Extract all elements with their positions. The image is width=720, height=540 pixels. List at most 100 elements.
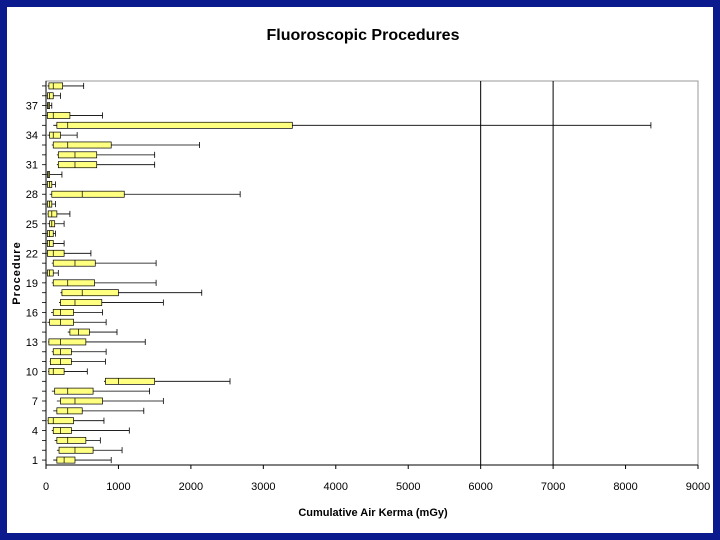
y-tick-label: 13 <box>26 337 38 349</box>
box-iqr <box>49 220 56 228</box>
box-iqr <box>47 230 54 238</box>
box-procedure-12 <box>51 348 107 356</box>
y-tick-label: 31 <box>26 160 38 172</box>
box-procedure-18 <box>60 289 203 297</box>
box-procedure-1 <box>53 456 112 464</box>
box-iqr <box>54 387 94 395</box>
box-iqr <box>47 102 50 110</box>
box-procedure-25 <box>47 220 65 228</box>
box-procedure-16 <box>51 308 103 316</box>
box-iqr <box>61 289 119 297</box>
box-procedure-38 <box>46 92 61 100</box>
box-procedure-28 <box>49 190 241 198</box>
y-axis-label: Procedure <box>11 241 23 304</box>
box-procedure-8 <box>51 387 150 395</box>
x-tick-label: 4000 <box>324 481 348 493</box>
box-procedure-2 <box>56 446 123 454</box>
box-procedure-19 <box>51 279 157 287</box>
box-iqr <box>52 348 72 356</box>
box-iqr <box>56 407 83 415</box>
box-iqr <box>47 417 74 425</box>
box-iqr <box>58 446 94 454</box>
box-iqr <box>60 299 103 306</box>
box-iqr <box>56 456 76 464</box>
box-procedure-17 <box>59 299 164 306</box>
x-tick-label: 3000 <box>251 481 275 493</box>
box-iqr <box>49 131 61 139</box>
box-iqr <box>105 377 156 385</box>
box-procedure-26 <box>47 210 71 218</box>
plot-area <box>45 80 699 466</box>
box-procedure-21 <box>51 259 157 267</box>
box-procedure-23 <box>46 240 65 247</box>
box-series <box>46 82 652 464</box>
x-axis-ticks: 0 1000 2000 3000 4000 5000 6000 7000 8000 9000 <box>43 465 710 493</box>
box-iqr <box>52 427 72 434</box>
box-procedure-6 <box>53 407 145 415</box>
box-iqr <box>51 190 125 198</box>
x-tick-label: 2000 <box>179 481 203 493</box>
y-tick-label: 4 <box>32 426 38 438</box>
box-procedure-22 <box>46 249 92 257</box>
y-tick-label: 10 <box>26 366 38 378</box>
box-procedure-20 <box>46 269 59 277</box>
box-procedure-11 <box>49 358 106 366</box>
box-iqr <box>47 171 50 178</box>
x-tick-label: 5000 <box>396 481 420 493</box>
box-procedure-29 <box>46 180 56 188</box>
y-tick-label: 7 <box>32 396 38 408</box>
box-iqr <box>47 112 71 119</box>
reference-lines <box>480 81 554 465</box>
box-procedure-10 <box>48 368 88 375</box>
y-tick-label: 37 <box>26 101 38 113</box>
y-tick-label: 22 <box>26 248 38 260</box>
box-procedure-35 <box>53 121 652 129</box>
box-iqr <box>47 249 65 257</box>
box-iqr <box>49 318 74 326</box>
box-procedure-3 <box>54 436 101 444</box>
box-iqr <box>57 151 98 159</box>
y-tick-label: 1 <box>32 455 38 467</box>
box-procedure-32 <box>56 151 156 159</box>
chart-title: Fluoroscopic Procedures <box>267 27 460 44</box>
y-tick-label: 19 <box>26 278 38 290</box>
x-tick-label: 7000 <box>541 481 565 493</box>
y-tick-label: 28 <box>26 189 38 201</box>
y-tick-label: 25 <box>26 219 38 231</box>
box-iqr <box>47 210 58 218</box>
x-tick-label: 6000 <box>468 481 492 493</box>
plot-frame <box>45 80 699 466</box>
box-iqr <box>69 328 90 336</box>
box-iqr <box>56 121 293 129</box>
box-procedure-15 <box>47 318 107 326</box>
x-axis-label: Cumulative Air Kerma (mGy) <box>298 507 448 519</box>
box-iqr <box>47 92 54 100</box>
box-iqr <box>60 397 103 405</box>
box-iqr <box>48 82 64 90</box>
box-iqr <box>56 436 87 444</box>
box-procedure-24 <box>46 230 56 238</box>
x-tick-label: 1000 <box>106 481 130 493</box>
box-procedure-7 <box>56 397 164 405</box>
box-iqr <box>52 259 96 267</box>
box-iqr <box>52 279 95 287</box>
box-procedure-4 <box>51 427 130 434</box>
box-iqr <box>52 141 112 149</box>
y-tick-label: 16 <box>26 307 38 319</box>
box-iqr <box>52 308 74 316</box>
y-axis-ticks: 1 4 7 10 13 16 19 22 25 28 31 34 37 <box>26 85 46 467</box>
box-procedure-39 <box>47 82 85 90</box>
box-procedure-33 <box>51 141 200 149</box>
box-procedure-13 <box>48 338 146 346</box>
y-tick-label: 34 <box>26 130 38 142</box>
box-procedure-36 <box>46 112 103 119</box>
x-tick-label: 8000 <box>613 481 637 493</box>
box-procedure-27 <box>46 200 56 208</box>
box-iqr <box>57 161 98 169</box>
box-procedure-9 <box>103 377 231 385</box>
box-procedure-5 <box>47 417 105 425</box>
box-iqr <box>48 368 65 375</box>
box-iqr <box>49 358 72 366</box>
box-procedure-31 <box>56 161 156 169</box>
box-iqr <box>48 338 87 346</box>
